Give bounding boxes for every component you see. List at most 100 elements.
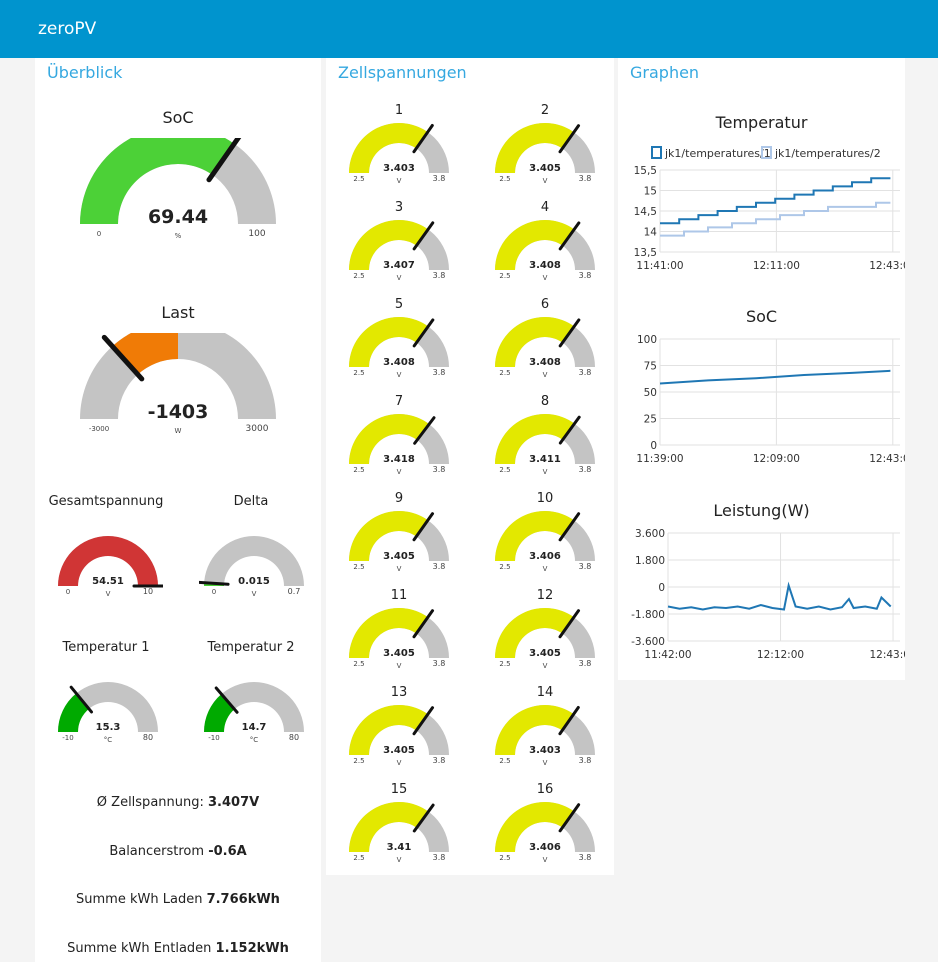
gauge-unit: V [543, 565, 548, 573]
delta-label: Delta [233, 494, 269, 509]
chart-y-tick: 14,5 [634, 206, 657, 218]
gauge-track [58, 682, 158, 732]
gauge-needle [412, 124, 434, 154]
chart-y-tick: -1.800 [631, 609, 665, 621]
gauge-unit: V [543, 177, 548, 185]
cell-gauge-label: 5 [394, 297, 404, 312]
kwh-charge-label: Summe kWh Laden [76, 892, 207, 907]
gauge-max: 3.8 [579, 174, 592, 183]
cell-gauge-label: 16 [536, 782, 554, 797]
gauge-max: 3.8 [433, 853, 446, 862]
legend-swatch [651, 146, 662, 159]
chart-series-line [660, 201, 891, 237]
gauge-needle [214, 686, 239, 714]
gauge-unit: V [397, 468, 402, 476]
gauge-max: 3.8 [579, 271, 592, 280]
gauge-unit: V [397, 371, 402, 379]
gauge-min: -10 [62, 734, 73, 742]
balancer-current-label: Balancerstrom [109, 844, 209, 859]
gauge-unit: V [397, 662, 402, 670]
gauge-fill [349, 220, 429, 270]
cell-gauge: 3.405 V 2.5 3.8 [495, 608, 595, 670]
gauge-needle [558, 706, 580, 736]
gauge-min: 2.5 [353, 757, 364, 765]
gauge-fill [349, 123, 428, 173]
cells-heading: Zellspannungen [338, 63, 467, 82]
gauge-unit: V [397, 856, 402, 864]
gauge-needle [558, 803, 581, 833]
gauge-value: 3.406 [529, 551, 561, 562]
gauge-value: 3.41 [387, 842, 412, 853]
gauge-needle [412, 221, 435, 251]
gauge-fill [58, 536, 158, 586]
overview-panel: Überblick SoC 69.44% 0 100 Last -1403 W -300… [35, 58, 321, 962]
gauge-min: 2.5 [353, 466, 364, 474]
gauge-unit: V [543, 371, 548, 379]
cell-gauge: 3.406 V 2.5 3.8 [495, 511, 595, 573]
gauge-fill [495, 123, 574, 173]
gauge-fill [349, 802, 429, 852]
gauge-needle [558, 512, 581, 542]
cell-gauge: 3.403 V 2.5 3.8 [495, 705, 595, 767]
cell-gauge-label: 1 [394, 103, 404, 118]
gauge-value: 3.405 [383, 745, 415, 756]
cell-gauge-label: 9 [394, 491, 404, 506]
chart-x-tick: 12:43:00 [869, 453, 905, 465]
chart-y-tick: 15,5 [634, 165, 657, 177]
gauge-value: 3.411 [529, 454, 561, 465]
gauge-unit: V [543, 468, 548, 476]
last-gauge-label: Last [161, 303, 195, 322]
gauge-max: 3.8 [433, 174, 446, 183]
gauge-unit: V [252, 590, 257, 598]
legend-label: jk1/temperatures/1 [664, 147, 771, 160]
gauge-unit: V [543, 759, 548, 767]
gauge-min: 0 [97, 230, 101, 238]
gauge-needle [101, 334, 145, 382]
kwh-charge-value: 7.766kWh [206, 892, 280, 907]
chart-x-tick: 12:11:00 [753, 260, 800, 272]
gauge-min: 2.5 [499, 272, 510, 280]
gauge-fill [349, 511, 428, 561]
chart-y-tick: 25 [644, 414, 657, 426]
graphs-panel: Graphen Temperatur 15,5 15 14,5 14 13,5 11:41… [618, 58, 905, 680]
gauge-needle [412, 803, 435, 833]
gauge-needle [199, 580, 230, 586]
gauge-unit: V [397, 565, 402, 573]
gauge-fill [80, 138, 235, 224]
gauge-min: 2.5 [353, 854, 364, 862]
gauge-value: 3.408 [529, 260, 561, 271]
chart-y-tick: 15 [644, 186, 657, 198]
gauge-unit: °C [104, 736, 113, 744]
kwh-discharge-text: Summe kWh Entladen 1.152kWh [35, 941, 321, 956]
last-gauge: -1403 W -3000 3000 [80, 333, 276, 435]
cell-gauge: 3.405 V 2.5 3.8 [495, 123, 595, 185]
chart-y-tick: 0 [650, 440, 657, 452]
gauge-needle [558, 318, 581, 348]
gauge-needle [69, 685, 93, 714]
delta-gauge: 0.015 V 0 0.7 [199, 536, 304, 598]
gauge-value: 3.403 [383, 163, 415, 174]
gauge-fill [495, 220, 575, 270]
gauge-max: 3.8 [433, 562, 446, 571]
gauge-value: 3.405 [383, 648, 415, 659]
avg-cell-voltage-value: 3.407V [208, 795, 260, 810]
chart-series-line [667, 581, 892, 611]
gauge-needle [412, 512, 435, 542]
kwh-charge-text: Summe kWh Laden 7.766kWh [35, 892, 321, 907]
gauge-value: -1403 [148, 401, 209, 423]
gauge-unit: V [397, 177, 402, 185]
gauge-unit: V [397, 759, 402, 767]
chart-y-tick: 0 [658, 582, 665, 594]
avg-cell-voltage-label: Ø Zellspannung: [96, 795, 209, 810]
cell-gauge: 3.411 V 2.5 3.8 [495, 414, 595, 476]
top-bar: zeroPV [0, 0, 938, 58]
gauge-max: 3.8 [433, 368, 446, 377]
gauge-value: 3.405 [383, 551, 415, 562]
gauge-max: 80 [289, 733, 299, 742]
chart-series-line [660, 177, 891, 225]
gesamtspannung-label: Gesamtspannung [48, 494, 164, 509]
gauge-min: 2.5 [499, 369, 510, 377]
cell-gauge-label: 6 [540, 297, 550, 312]
gauge-max: 3.8 [579, 368, 592, 377]
